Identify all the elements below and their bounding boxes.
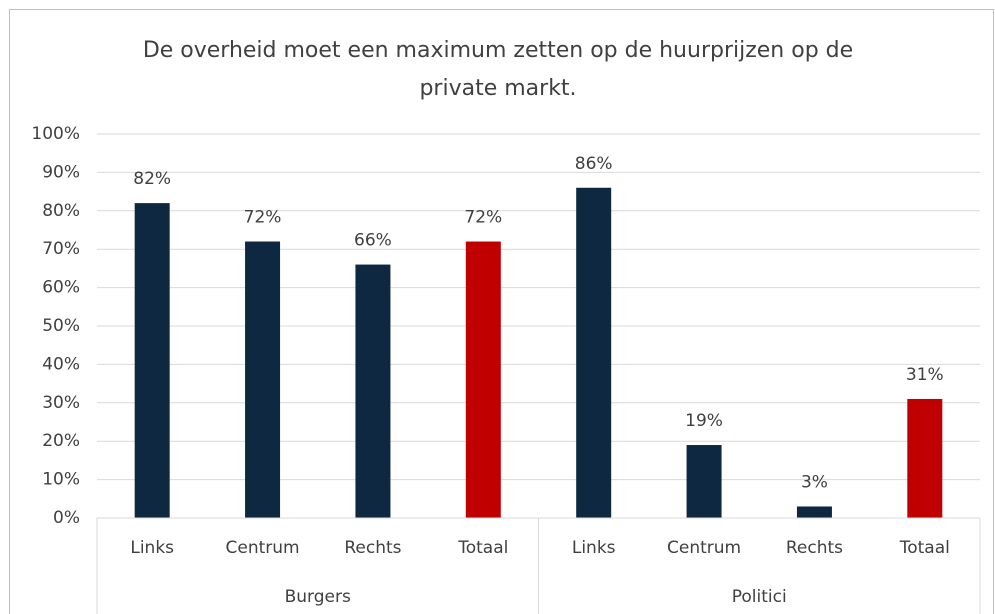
x-tick-label: Totaal bbox=[899, 538, 950, 558]
x-tick-label: Rechts bbox=[786, 538, 843, 558]
y-tick-label: 70% bbox=[42, 239, 80, 259]
data-label: 82% bbox=[133, 169, 171, 189]
bar bbox=[796, 506, 832, 518]
x-tick-label: Centrum bbox=[667, 538, 741, 558]
y-tick-label: 100% bbox=[31, 124, 80, 144]
data-label: 31% bbox=[906, 365, 944, 385]
bar bbox=[686, 445, 722, 518]
x-tick-label: Rechts bbox=[344, 538, 401, 558]
y-tick-label: 60% bbox=[42, 278, 80, 298]
data-label: 72% bbox=[464, 208, 502, 228]
data-label: 86% bbox=[575, 154, 613, 174]
data-label: 72% bbox=[244, 208, 282, 228]
x-tick-label: Links bbox=[130, 538, 174, 558]
bar bbox=[355, 264, 391, 518]
y-tick-label: 10% bbox=[42, 470, 80, 490]
y-tick-label: 90% bbox=[42, 162, 80, 182]
data-label: 3% bbox=[801, 472, 828, 492]
x-tick-label: Links bbox=[572, 538, 616, 558]
data-label: 19% bbox=[685, 411, 723, 431]
y-tick-label: 30% bbox=[42, 393, 80, 413]
bar bbox=[134, 203, 170, 518]
y-tick-label: 20% bbox=[42, 431, 80, 451]
y-tick-label: 80% bbox=[42, 201, 80, 221]
group-label: Burgers bbox=[285, 587, 351, 607]
bar bbox=[576, 187, 612, 518]
bar bbox=[465, 241, 501, 518]
y-tick-label: 50% bbox=[42, 316, 80, 336]
data-label: 66% bbox=[354, 231, 392, 251]
bar bbox=[907, 398, 943, 518]
group-label: Politici bbox=[732, 587, 787, 607]
chart-border bbox=[9, 9, 994, 614]
x-tick-label: Centrum bbox=[226, 538, 300, 558]
y-tick-label: 40% bbox=[42, 354, 80, 374]
bar bbox=[245, 241, 281, 518]
y-tick-label: 0% bbox=[53, 508, 80, 528]
chart-title: De overheid moet een maximum zetten op d… bbox=[142, 38, 854, 101]
x-tick-label: Totaal bbox=[457, 538, 508, 558]
